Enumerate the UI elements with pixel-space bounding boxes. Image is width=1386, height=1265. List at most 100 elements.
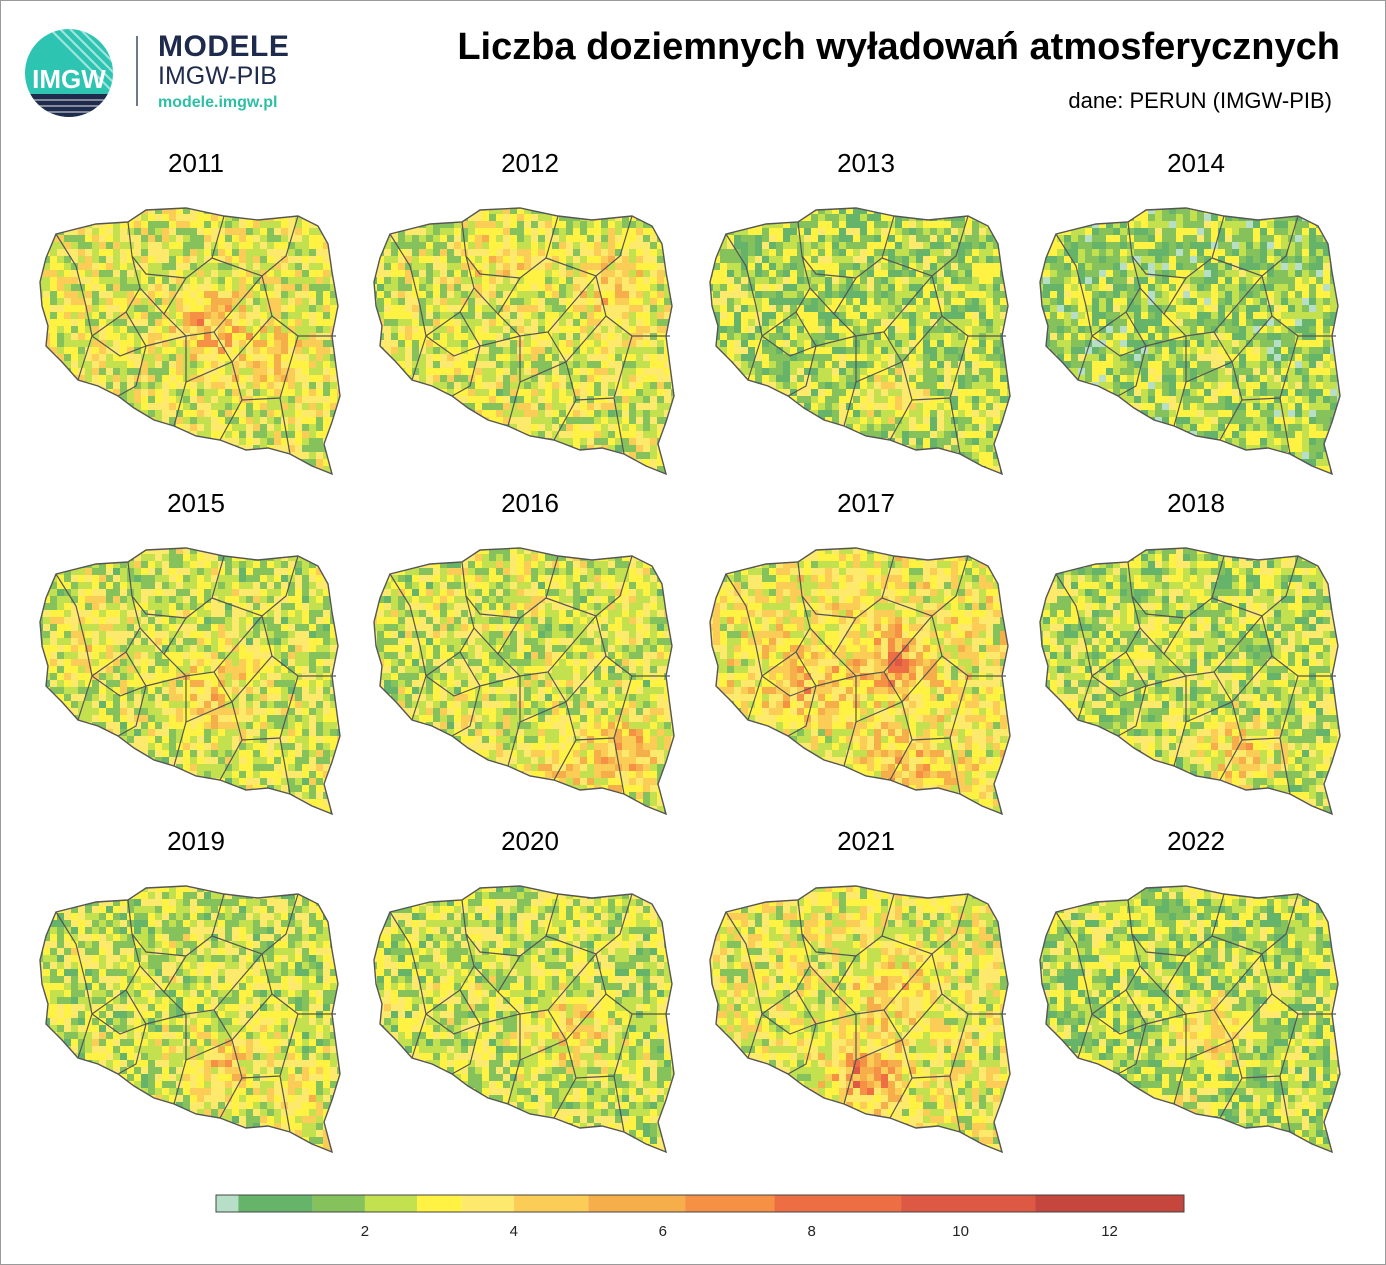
voivodeship-border — [1279, 1075, 1291, 1133]
voivodeship-border — [1185, 701, 1243, 781]
voivodeship-border — [761, 1013, 817, 1035]
map-panel-2012: 2012 — [370, 148, 690, 478]
voivodeship-border — [389, 911, 427, 1059]
country-border — [39, 207, 341, 476]
voivodeship-border — [855, 361, 913, 441]
voivodeship-border — [725, 911, 763, 1059]
voivodeship-border — [1211, 893, 1299, 955]
voivodeship-border — [1091, 335, 1147, 357]
voivodeship-border — [497, 275, 597, 337]
voivodeship-border — [595, 615, 670, 677]
voivodeship-border — [881, 215, 969, 277]
voivodeship-border — [931, 953, 1006, 1015]
poland-lightning-map — [373, 207, 675, 476]
voivodeship-border — [1261, 615, 1336, 677]
voivodeship-border — [881, 555, 969, 617]
panel-year-label: 2014 — [1036, 148, 1356, 179]
country-border — [39, 547, 341, 816]
legend-frame — [215, 1194, 1185, 1213]
voivodeship-border — [1163, 953, 1263, 1015]
poland-lightning-map — [709, 885, 1011, 1154]
voivodeship-border — [163, 615, 263, 677]
voivodeship-border — [1279, 397, 1291, 455]
voivodeship-border — [613, 737, 625, 795]
voivodeship-border — [545, 215, 633, 277]
legend-swatch — [364, 1195, 418, 1212]
voivodeship-border — [117, 345, 147, 397]
voivodeship-border — [1261, 953, 1336, 1015]
voivodeship-border — [1091, 675, 1147, 697]
voivodeship-border — [855, 1039, 913, 1119]
poland-lightning-map — [1039, 207, 1341, 476]
voivodeship-border — [725, 573, 763, 721]
voivodeship-border — [211, 893, 299, 955]
legend-swatch — [312, 1195, 365, 1212]
voivodeship-border — [91, 1013, 147, 1035]
map-panel-2019: 2019 — [36, 826, 356, 1156]
data-source: dane: PERUN (IMGW-PIB) — [1068, 88, 1332, 114]
voivodeship-border — [545, 555, 633, 617]
voivodeship-border — [519, 701, 577, 781]
voivodeship-border — [473, 617, 521, 655]
voivodeship-border — [261, 275, 336, 337]
legend-tick-label: 2 — [361, 1223, 369, 1240]
voivodeship-border — [425, 335, 481, 357]
voivodeship-border — [519, 1039, 577, 1119]
legend-swatch — [588, 1195, 686, 1212]
voivodeship-border — [949, 737, 961, 795]
voivodeship-border — [833, 953, 933, 1015]
voivodeship-border — [1211, 215, 1299, 277]
voivodeship-border — [211, 215, 299, 277]
brand-url[interactable]: modele.imgw.pl — [158, 94, 277, 112]
map-panel-2020: 2020 — [370, 826, 690, 1156]
voivodeship-border — [761, 675, 817, 697]
voivodeship-border — [725, 233, 763, 381]
voivodeship-border — [279, 397, 291, 455]
map-title: Liczba doziemnych wyładowań atmosferyczn… — [457, 26, 1340, 69]
voivodeship-border — [1091, 1013, 1147, 1035]
voivodeship-border — [1163, 275, 1263, 337]
poland-lightning-map — [373, 885, 675, 1154]
voivodeship-border — [809, 277, 857, 315]
voivodeship-border — [1163, 615, 1263, 677]
poland-lightning-map — [1039, 885, 1341, 1154]
legend-swatch — [774, 1195, 902, 1212]
voivodeship-border — [185, 361, 243, 441]
voivodeship-border — [117, 1023, 147, 1075]
voivodeship-border — [425, 1013, 481, 1035]
map-panel-2018: 2018 — [1036, 488, 1356, 818]
voivodeship-border — [163, 953, 263, 1015]
voivodeship-border — [855, 701, 913, 781]
voivodeship-border — [451, 345, 481, 397]
voivodeship-border — [1261, 275, 1336, 337]
voivodeship-border — [595, 953, 670, 1015]
voivodeship-border — [1055, 911, 1093, 1059]
legend-swatch — [216, 1195, 239, 1212]
panel-year-label: 2015 — [36, 488, 356, 519]
poland-lightning-map — [39, 207, 341, 476]
map-panel-2013: 2013 — [706, 148, 1026, 478]
voivodeship-border — [1211, 555, 1299, 617]
map-panel-2021: 2021 — [706, 826, 1026, 1156]
poland-lightning-map — [709, 207, 1011, 476]
voivodeship-border — [451, 1023, 481, 1075]
voivodeship-border — [1139, 955, 1187, 993]
legend-tick-label: 10 — [952, 1223, 969, 1240]
voivodeship-border — [139, 277, 187, 315]
voivodeship-border — [211, 555, 299, 617]
country-border — [373, 207, 675, 476]
voivodeship-border — [881, 893, 969, 955]
poland-lightning-map — [39, 547, 341, 816]
voivodeship-border — [55, 233, 93, 381]
voivodeship-border — [1139, 277, 1187, 315]
legend-tick-label: 12 — [1101, 1223, 1118, 1240]
panel-year-label: 2020 — [370, 826, 690, 857]
panel-year-label: 2017 — [706, 488, 1026, 519]
country-border — [1039, 885, 1341, 1154]
country-border — [709, 885, 1011, 1154]
voivodeship-border — [1139, 617, 1187, 655]
voivodeship-border — [497, 615, 597, 677]
voivodeship-border — [787, 1023, 817, 1075]
legend-swatch — [417, 1195, 462, 1212]
voivodeship-border — [389, 233, 427, 381]
